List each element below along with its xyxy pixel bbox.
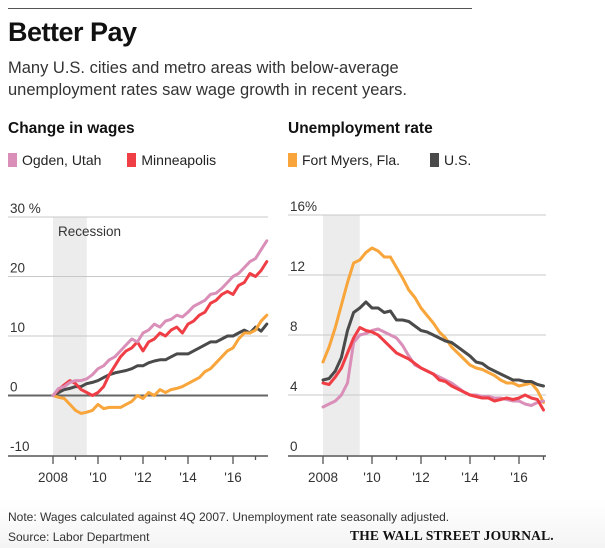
y-tick-label: 4 [290,379,298,394]
x-tick-label: '14 [179,470,197,485]
page-title: Better Pay [8,17,137,47]
x-tick-label: '12 [412,470,430,485]
legend-label-fort-myers: Fort Myers, Fla. [302,152,401,168]
y-tick-label: 8 [290,319,298,334]
legend-label-us: U.S. [444,152,472,168]
series-line-fort-myers-fla [51,313,269,415]
wages-chart: Recession -10 0 10 20 30 % 2008 '10 '12 '14 '16 [8,201,269,485]
top-rule [8,8,472,9]
unemployment-chart-title: Unemployment rate [288,120,433,137]
legend-swatch-ogden [8,153,17,167]
y-tick-label: 30 % [10,201,41,216]
legend-label-minneapolis: Minneapolis [141,152,217,168]
series-line-ogden-utah [51,239,269,397]
recession-label: Recession [58,224,121,239]
wages-chart-title: Change in wages [8,120,135,137]
y-tick-label: 20 [10,261,25,276]
source-line: Source: Labor Department [8,530,150,544]
wages-legend: Ogden, Utah Minneapolis [8,152,242,168]
legend-label-ogden: Ogden, Utah [22,152,102,168]
series-line-minneapolis [321,326,545,412]
x-tick-label: '10 [363,470,381,485]
legend-swatch-minneapolis [127,153,137,167]
unemployment-chart: 0 4 8 12 16% 2008 '10 '12 '14 '16 [288,199,546,485]
series-line-fort-myers-fla [321,246,545,404]
x-tick-label: '12 [134,470,152,485]
x-tick-label: '16 [510,470,528,485]
x-tick-label: 2008 [308,470,338,485]
series-line-minneapolis [51,260,269,397]
legend-item-ogden: Ogden, Utah [8,152,101,168]
page-subtitle: Many U.S. cities and metro areas with be… [8,59,407,99]
x-tick-label: '14 [461,470,479,485]
x-tick-label: '10 [89,470,107,485]
y-tick-label: 12 [290,259,305,274]
y-tick-label: 0 [10,380,18,395]
x-tick-label: 2008 [38,470,68,485]
legend-item-minneapolis: Minneapolis [127,152,216,168]
wsj-logo: THE WALL STREET JOURNAL. [350,528,554,543]
footnote: Note: Wages calculated against 4Q 2007. … [8,510,450,524]
legend-item-fort-myers: Fort Myers, Fla. [288,152,400,168]
legend-swatch-fort-myers [288,153,297,167]
x-tick-label: '16 [224,470,242,485]
unemployment-legend: Fort Myers, Fla. U.S. [288,152,497,168]
legend-swatch-us [430,153,440,167]
y-tick-label: 16% [290,199,317,214]
y-tick-label: 10 [10,320,25,335]
series-line-u-s [51,322,269,397]
series-line-u-s [321,300,545,388]
y-tick-label: 0 [290,439,298,454]
legend-item-us: U.S. [430,152,471,168]
footer-background [0,500,605,548]
y-tick-label: -10 [10,439,30,454]
